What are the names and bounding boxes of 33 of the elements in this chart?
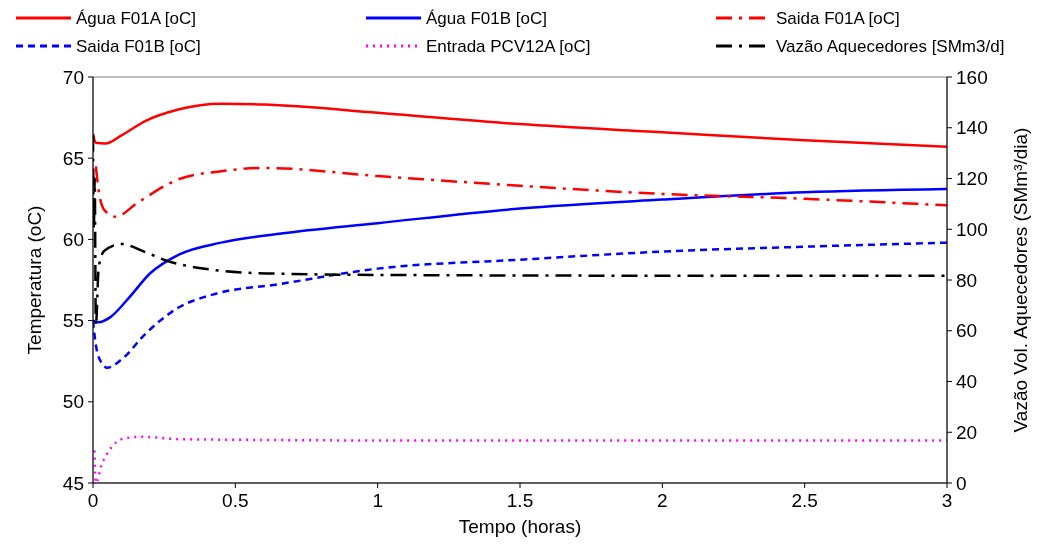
x-axis-title: Tempo (horas) — [458, 516, 582, 537]
line-series — [94, 165, 949, 218]
x-tick-label: 1.5 — [506, 490, 534, 511]
y2-tick-label: 80 — [956, 269, 978, 291]
y2-tick-label: 140 — [956, 117, 988, 139]
y2-axis-title: Vazão Vol. Aquecedores (SMm³/dia) — [1010, 127, 1031, 433]
x-tick-label: 0 — [87, 490, 99, 511]
y2-tick-label: 40 — [956, 371, 978, 393]
line-series — [93, 102, 949, 149]
y2-tick-label: 20 — [956, 421, 978, 443]
y-tick-label: 65 — [62, 147, 84, 169]
x-tick-label: 1 — [372, 490, 383, 511]
legend-label: Água F01A [oC] — [76, 8, 197, 28]
y2-tick-label: 60 — [956, 320, 978, 342]
y-tick-label: 55 — [62, 310, 84, 332]
y-tick-label: 70 — [62, 66, 84, 88]
y2-tick-label: 0 — [956, 472, 967, 494]
y2-tick-label: 120 — [956, 168, 988, 190]
x-tick-label: 3 — [941, 490, 953, 511]
y-tick-label: 50 — [62, 391, 84, 413]
y2-tick-label: 100 — [956, 218, 988, 240]
y-tick-label: 45 — [62, 472, 84, 494]
x-tick-label: 2 — [657, 490, 668, 511]
x-tick-label: 2.5 — [791, 490, 818, 511]
legend-label: Entrada PCV12A [oC] — [426, 36, 591, 56]
y2-tick-label: 160 — [956, 66, 988, 88]
x-tick-label: 0.5 — [222, 490, 249, 511]
y-axis-title: Temperatura (oC) — [24, 205, 45, 355]
legend-label: Saida F01A [oC] — [776, 8, 900, 28]
legend-label: Água F01B [oC] — [426, 8, 547, 28]
legend-label: Saida F01B [oC] — [76, 36, 201, 56]
y-tick-label: 60 — [62, 229, 84, 251]
legend-label: Vazão Aquecedores [SMm3/d] — [776, 36, 1005, 56]
